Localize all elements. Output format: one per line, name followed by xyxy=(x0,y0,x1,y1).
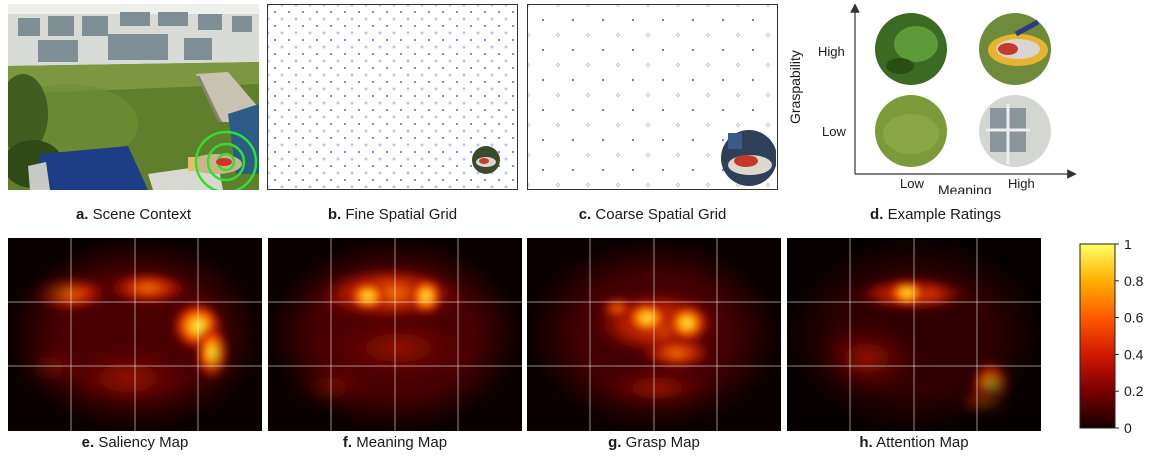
patch-low-meaning-low-grasp xyxy=(875,95,947,167)
example-ratings-plot: Graspability High Low Low Meaning High xyxy=(790,4,1080,194)
caption-g: g. Grasp Map xyxy=(608,434,700,451)
colorbar: 1 0.8 0.6 0.4 0.2 0 xyxy=(1078,240,1158,436)
x-tick-low: Low xyxy=(900,176,924,191)
grasp-map xyxy=(527,238,781,431)
meaning-map xyxy=(268,238,522,431)
caption-e: e. Saliency Map xyxy=(81,434,189,451)
colorbar-tick-label: 0.4 xyxy=(1124,346,1144,362)
colorbar-tick-label: 0.2 xyxy=(1124,383,1144,399)
caption-c: c. Coarse Spatial Grid xyxy=(578,206,727,223)
caption-f: f. Meaning Map xyxy=(342,434,448,451)
colorbar-tick-label: 0 xyxy=(1124,420,1132,436)
colorbar-tick-label: 0.8 xyxy=(1124,273,1144,289)
scene-context-image xyxy=(8,4,259,190)
y-tick-low: Low xyxy=(822,124,846,139)
x-tick-high: High xyxy=(1008,176,1035,191)
x-axis-label: Meaning xyxy=(938,182,992,194)
fine-spatial-grid xyxy=(267,4,518,190)
caption-a: a. Scene Context xyxy=(75,206,192,223)
caption-b: b. Fine Spatial Grid xyxy=(327,206,458,223)
saliency-map xyxy=(8,238,262,431)
attention-map xyxy=(787,238,1041,431)
y-axis-label: Graspability xyxy=(790,50,803,124)
caption-d: d. Example Ratings xyxy=(870,206,1001,223)
y-tick-high: High xyxy=(818,44,845,59)
patch-high-meaning-high-grasp xyxy=(979,13,1051,85)
patch-high-meaning-low-grasp xyxy=(979,95,1051,167)
coarse-spatial-grid xyxy=(527,4,778,190)
colorbar-tick-label: 1 xyxy=(1124,240,1132,252)
colorbar-tick-label: 0.6 xyxy=(1124,310,1144,326)
caption-h: h. Attention Map xyxy=(859,434,969,451)
patch-low-meaning-high-grasp xyxy=(875,13,947,85)
